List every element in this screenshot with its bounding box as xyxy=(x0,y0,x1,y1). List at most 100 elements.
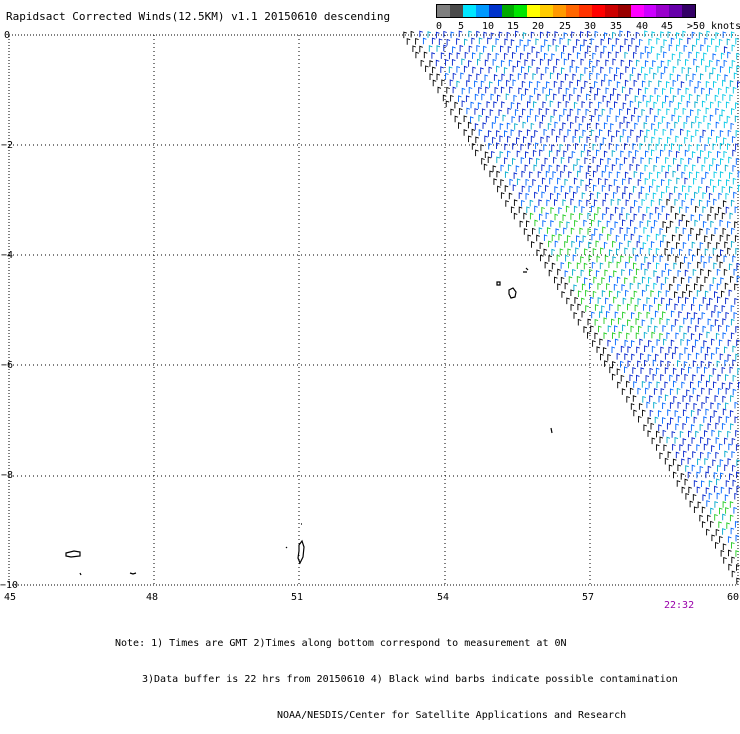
wind-barb xyxy=(694,507,697,513)
wind-barb xyxy=(717,60,720,66)
wind-barb xyxy=(707,501,710,507)
wind-barb xyxy=(535,220,538,226)
wind-barb xyxy=(648,221,651,227)
wind-barb xyxy=(500,136,503,142)
wind-barb xyxy=(501,61,504,67)
wind-barb xyxy=(680,326,683,332)
wind-barb xyxy=(621,376,624,382)
wind-barb xyxy=(723,80,726,86)
wind-barb xyxy=(689,249,692,255)
wind-barb xyxy=(514,173,517,179)
wind-barb xyxy=(551,194,554,200)
wind-barb xyxy=(701,151,704,157)
island xyxy=(497,282,500,285)
wind-barb xyxy=(593,53,596,59)
wind-barb xyxy=(652,332,655,338)
wind-barb xyxy=(574,178,577,184)
wind-barb xyxy=(705,291,708,297)
wind-barb xyxy=(533,229,536,235)
wind-barb xyxy=(551,208,554,214)
wind-barb xyxy=(656,354,659,360)
wind-barb xyxy=(599,102,602,108)
wind-barb xyxy=(686,494,689,500)
wind-barb xyxy=(732,61,735,67)
wind-barb xyxy=(564,109,567,115)
wind-barb xyxy=(697,249,700,255)
wind-barb xyxy=(671,340,674,346)
wind-barb xyxy=(684,451,687,457)
wind-barb xyxy=(714,382,717,388)
wind-barb xyxy=(479,88,482,94)
wind-barb xyxy=(525,73,528,79)
wind-barb xyxy=(669,151,672,157)
wind-barb xyxy=(732,439,735,445)
wind-barb xyxy=(633,144,636,150)
wind-barb xyxy=(506,201,509,207)
wind-barbs xyxy=(404,31,740,584)
wind-barb xyxy=(639,313,642,319)
wind-barb xyxy=(638,180,641,186)
wind-barb xyxy=(734,73,737,79)
wind-barb xyxy=(717,256,720,262)
wind-barb xyxy=(438,87,441,93)
wind-barb xyxy=(477,46,480,52)
wind-barb xyxy=(734,508,737,514)
wind-barb xyxy=(518,74,521,80)
wind-barb xyxy=(735,299,738,305)
wind-barb xyxy=(598,221,601,227)
wind-barb xyxy=(669,347,672,353)
wind-barb xyxy=(622,87,625,93)
wind-barb xyxy=(569,157,572,163)
wind-barb xyxy=(616,116,619,122)
wind-barb xyxy=(689,145,692,151)
wind-barb xyxy=(711,102,714,108)
wind-barb xyxy=(614,285,617,291)
wind-barb xyxy=(634,277,637,283)
wind-barb xyxy=(658,96,661,102)
wind-barb xyxy=(726,102,729,108)
wind-barb xyxy=(612,319,615,325)
wind-barb xyxy=(544,130,547,136)
wind-barb xyxy=(625,235,628,241)
wind-barb xyxy=(433,80,436,86)
wind-barb xyxy=(530,96,533,102)
wind-barb xyxy=(664,445,667,451)
wind-barb xyxy=(698,82,701,88)
wind-barb xyxy=(620,214,623,220)
wind-barb xyxy=(710,165,713,171)
wind-barb xyxy=(666,264,669,270)
wind-barb xyxy=(545,262,548,268)
wind-barb xyxy=(711,522,714,528)
wind-barb xyxy=(650,369,653,375)
wind-barb xyxy=(524,45,527,51)
wind-barb xyxy=(728,222,731,228)
wind-barb xyxy=(614,193,617,199)
wind-barb xyxy=(519,116,522,122)
wind-barb xyxy=(542,178,545,184)
wind-barb xyxy=(441,53,444,59)
wind-barb xyxy=(675,411,678,417)
wind-barb xyxy=(668,410,671,416)
wind-barb xyxy=(706,66,709,72)
wind-barb xyxy=(641,173,644,179)
wind-barb xyxy=(489,144,492,150)
wind-barb xyxy=(525,89,528,95)
wind-barb xyxy=(496,54,499,60)
wind-barb xyxy=(429,46,432,52)
wind-barb xyxy=(478,103,481,109)
wind-barb xyxy=(437,74,440,80)
wind-barb xyxy=(590,283,593,289)
wind-barb xyxy=(685,178,688,184)
wind-barb xyxy=(729,488,732,494)
wind-barb xyxy=(593,292,596,298)
wind-barb xyxy=(541,46,544,52)
wind-barb xyxy=(688,263,691,269)
wind-barb xyxy=(620,228,623,234)
wind-barb xyxy=(517,179,520,185)
wind-barb xyxy=(462,101,465,107)
wind-barb xyxy=(638,74,641,80)
wind-barb xyxy=(728,355,731,361)
wind-barb xyxy=(685,270,688,276)
wind-barb xyxy=(691,199,694,205)
wind-barb xyxy=(552,235,555,241)
